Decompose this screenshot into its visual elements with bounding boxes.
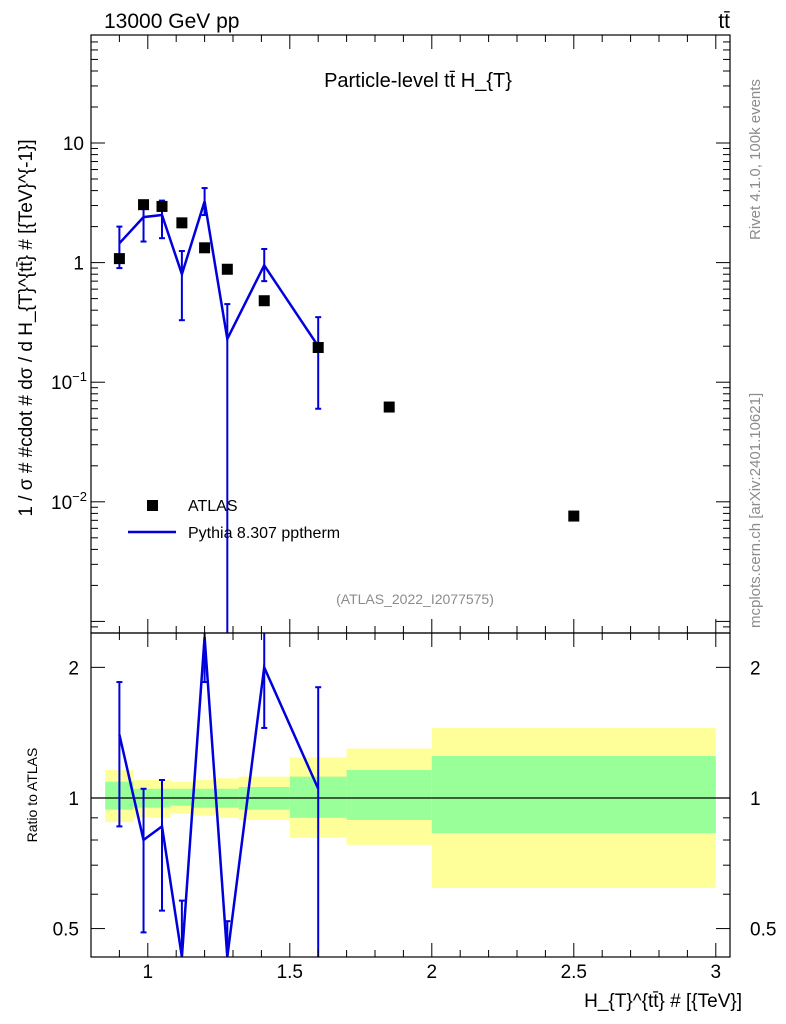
ratio-y-tick-label-right: 0.5 xyxy=(750,920,776,941)
ratio-x-tick-label: 1 xyxy=(143,962,154,983)
legend-pythia-label: Pythia 8.307 pptherm xyxy=(188,525,340,542)
atlas-data-point xyxy=(568,510,580,522)
main-y-tick-label: 10−2 xyxy=(51,489,87,514)
legend-atlas-label: ATLAS xyxy=(188,498,238,515)
atlas-data-point xyxy=(383,401,395,413)
ratio-band-layer xyxy=(91,727,730,889)
main-axis-ticks: 10−2 10−1 1 10 xyxy=(51,34,730,634)
ratio-y-tick-label-right: 1 xyxy=(750,789,761,810)
ratio-y-tick-label: 1 xyxy=(68,789,79,810)
rivet-label: Rivet 4.1.0, 100k events xyxy=(747,79,764,240)
atlas-data-point xyxy=(156,200,168,212)
ratio-x-tick-label: 2.5 xyxy=(561,962,587,983)
atlas-data-point xyxy=(138,199,150,211)
ratio-band-inner xyxy=(170,788,194,806)
atlas-data-point xyxy=(258,295,270,307)
ratio-x-tick-label: 2 xyxy=(427,962,438,983)
atlas-data-point xyxy=(199,242,211,254)
ratio-axis-ticks: 1 1.5 2 2.5 3 0.5 0.5 1 1 2 2 xyxy=(53,633,776,983)
atlas-data-point xyxy=(312,342,324,354)
ratio-x-tick-label: 1.5 xyxy=(277,962,303,983)
ratio-y-tick-label-right: 2 xyxy=(750,658,761,679)
ratio-panel-frame xyxy=(90,632,731,958)
main-y-tick-exponent: −2 xyxy=(72,489,87,504)
main-y-axis-label: 1 / σ # #cdot # dσ / d H_{T}^{tt̄} # [{T… xyxy=(16,139,37,516)
main-series-layer xyxy=(113,187,580,633)
mcplots-label: mcplots.cern.ch [arXiv:2401.10621] xyxy=(747,393,764,628)
ratio-y-axis-label: Ratio to ATLAS xyxy=(24,748,40,843)
x-axis-label: H_{T}^{tt̄} # [{TeV}] xyxy=(584,991,742,1012)
atlas-data-point xyxy=(113,253,125,265)
energy-label: 13000 GeV pp xyxy=(104,10,239,33)
main-y-tick-exponent: −1 xyxy=(72,369,87,384)
legend-atlas-marker xyxy=(147,500,158,511)
legend: ATLAS Pythia 8.307 pptherm xyxy=(128,498,340,542)
ratio-series-layer xyxy=(116,633,322,957)
analysis-label: (ATLAS_2022_I2077575) xyxy=(336,591,494,607)
atlas-data-point xyxy=(176,217,188,229)
main-panel-frame xyxy=(90,34,731,634)
main-y-tick-label: 10−1 xyxy=(51,369,87,394)
main-y-tick-label: 10 xyxy=(63,134,84,155)
ratio-band-inner xyxy=(431,755,716,834)
ratio-y-tick-label: 0.5 xyxy=(53,920,79,941)
process-label: tt̄ xyxy=(718,10,730,33)
pythia-line xyxy=(118,201,320,347)
ratio-line xyxy=(118,636,320,957)
ratio-band-inner xyxy=(346,770,432,820)
ratio-x-tick-label: 3 xyxy=(711,962,722,983)
ratio-y-tick-label: 2 xyxy=(68,658,79,679)
atlas-data-point xyxy=(221,263,233,275)
plot-title: Particle-level tt̄ H_{T} xyxy=(324,70,512,92)
main-y-tick-label: 1 xyxy=(73,254,84,275)
